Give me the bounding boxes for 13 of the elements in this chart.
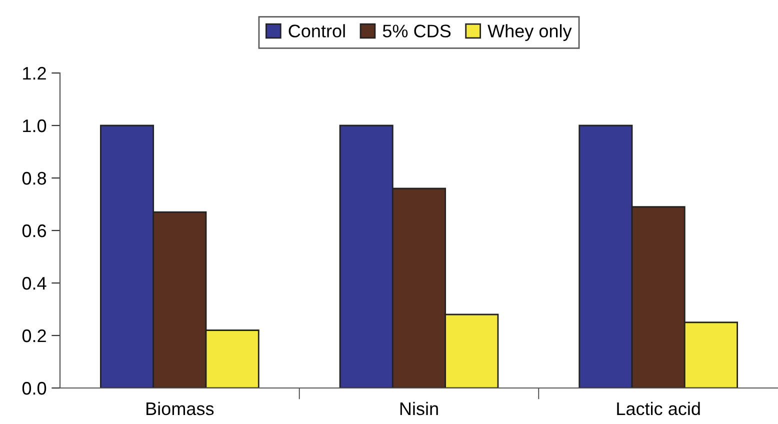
legend-label: Control [288,24,345,38]
y-tick-label: 0.6 [22,224,46,238]
y-tick-label: 1.0 [23,119,46,132]
legend-label: 5% CDS [382,24,451,38]
y-tick-label: 0.0 [22,382,46,395]
x-tick-label: Nisin [400,402,438,416]
y-tick-label: 0.4 [22,276,46,290]
x-tick-label: Lactic acid [617,402,700,416]
y-tick-label: 1.2 [23,66,46,80]
y-tick-label: 0.8 [22,172,46,185]
x-tick-label: Biomass [146,402,214,416]
y-tick-label: 0.2 [22,329,46,342]
legend-label: Whey only [488,24,572,41]
